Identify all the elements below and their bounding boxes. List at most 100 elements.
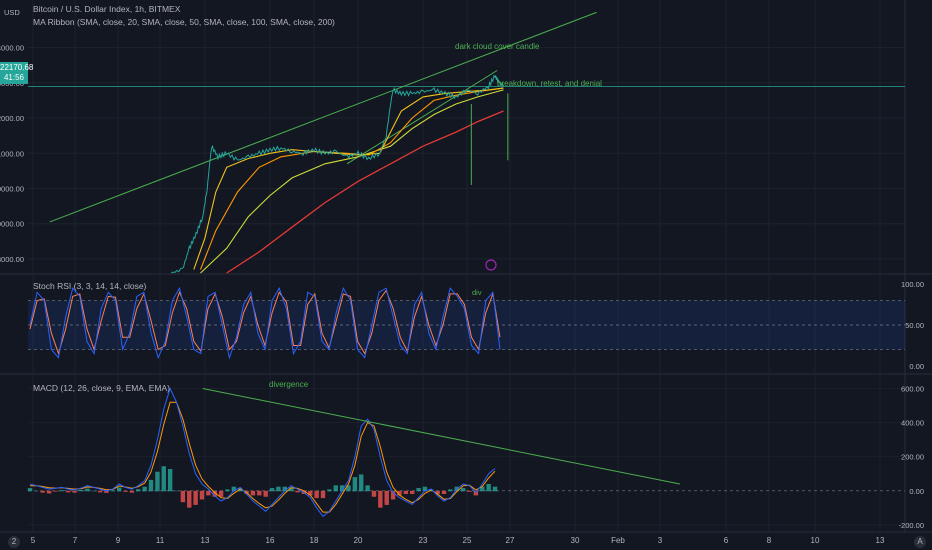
nav-left-icon[interactable]: 2 [8,536,20,548]
nav-right-icon[interactable]: A [914,536,926,548]
macd-histogram-bar [276,486,281,492]
last-price-badge: 22170.68 41:56 [0,62,34,84]
price-tick-label: 18000.00 [0,255,24,264]
macd-histogram-bar [218,490,224,497]
x-tick-label: 7 [73,536,78,545]
ma100-line [200,89,504,274]
macd-histogram-bar [78,489,84,492]
macd-histogram-bar [199,490,205,500]
x-tick-label: 9 [116,536,121,545]
ma200-line [226,110,504,274]
macd-histogram-bar [333,485,338,492]
macd-histogram-bar [46,490,52,494]
macd-histogram-bar [308,490,313,496]
macd-histogram-bar [460,488,466,492]
macd-histogram-bar [371,490,377,497]
currency-label: USD [4,8,20,17]
macd-histogram-bar [34,490,39,492]
macd-histogram-bar [129,490,135,493]
macd-histogram-bar [148,479,154,492]
macd-histogram-bar [339,485,345,492]
x-tick-label: 13 [201,536,210,545]
macd-histogram-bar [359,474,364,492]
price-series [171,74,504,274]
annotation-breakdown: breakdown, retest, and denial [497,79,602,88]
macd-histogram-bar [110,490,116,492]
macd-histogram-bar [295,490,300,493]
x-tick-label: 13 [876,536,885,545]
last-price-value: 22170.68 [0,63,34,72]
price-tick-label: 19000.00 [0,220,24,229]
price-tick-label: 20000.00 [0,184,24,193]
macd-histogram-bar [59,490,65,492]
x-tick-label: Feb [611,536,625,545]
stoch-tick-label: 50.00 [905,321,924,330]
ma20-line [193,87,504,270]
ma50-line [199,87,504,270]
trendline [346,70,498,165]
macd-histogram-bar [288,487,294,492]
macd-histogram-bar [346,485,351,492]
macd-tick-label: 0.00 [909,487,924,496]
x-tick-label: 20 [354,536,363,545]
x-tick-label: 8 [767,536,772,545]
x-tick-label: 11 [156,536,165,545]
stoch-tick-label: 100.00 [901,280,924,289]
macd-histogram-bar [91,490,96,492]
macd-histogram-bar [422,486,428,492]
macd-histogram-bar [142,486,147,492]
bottom-nav: 2 A [0,534,932,550]
macd-histogram-bar [486,483,491,492]
macd-histogram-bar [250,490,256,496]
symbol-title: Bitcoin / U.S. Dollar Index, 1h, BITMEX [33,4,181,14]
macd-histogram-bar [441,490,447,495]
stoch-rsi-pane[interactable] [28,286,905,360]
x-tick-label: 6 [724,536,729,545]
macd-histogram-bar [365,485,370,492]
macd-histogram-bar [327,489,332,492]
event-marker-icon [485,259,497,271]
macd-line [29,387,496,518]
macd-histogram-bar [193,490,198,505]
macd-pane[interactable] [27,387,680,518]
macd-histogram-bar [397,490,402,496]
macd-histogram-bar [352,477,358,492]
macd-histogram-bar [66,490,71,493]
macd-histogram-bar [136,489,141,492]
macd-histogram-bar [123,490,128,492]
grid [0,0,932,533]
ma-ribbon-legend: MA Ribbon (SMA, close, 20, SMA, close, 5… [33,17,335,27]
macd-histogram-bar [409,490,415,495]
macd-tick-label: 600.00 [901,385,924,394]
macd-histogram-bar [257,490,262,496]
macd-histogram-bar [269,488,275,492]
macd-histogram-bar [384,490,389,505]
macd-histogram-bar [27,488,33,492]
macd-tick-label: 200.00 [901,453,924,462]
annotation-div: div [472,288,482,297]
macd-histogram-bar [263,490,268,497]
macd-histogram-bar [97,490,103,493]
macd-histogram-bar [435,490,440,495]
macd-tick-label: -200.00 [899,521,924,530]
price-pane[interactable] [28,11,905,274]
price-tick-label: 24000.00 [0,44,24,53]
macd-histogram-bar [378,490,383,508]
x-tick-label: 16 [266,536,275,545]
stoch-d-line [29,289,501,356]
macd-histogram-bar [187,490,192,508]
macd-histogram-bar [467,490,472,492]
macd-histogram-bar [167,468,173,492]
axes: 5 7 9 11 13 16 18 20 23 25 27 30 Feb 3 6 8 10 13 24000.00 2… [0,44,924,545]
macd-legend: MACD (12, 26, close, 9, EMA, EMA) [33,383,170,393]
macd-histogram-bar [104,490,109,493]
macd-divergence-line [202,388,680,485]
x-tick-label: 25 [463,536,472,545]
annotations: dark cloud cover candle breakdown, retest… [269,42,602,389]
x-tick-label: 18 [310,536,319,545]
macd-histogram-bar [320,490,326,499]
x-tick-label: 10 [811,536,820,545]
macd-histogram-bar [53,490,58,492]
macd-histogram-bar [403,490,409,495]
